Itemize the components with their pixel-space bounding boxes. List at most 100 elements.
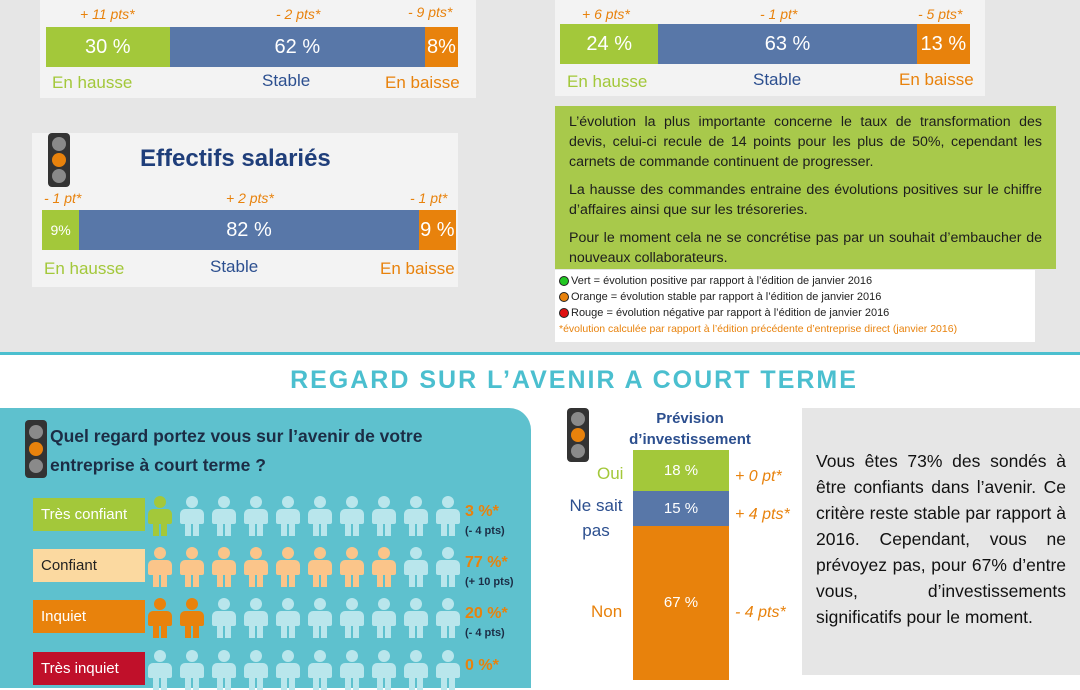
label-top-right-baisse: En baisse [899, 70, 974, 89]
label-top-left-baisse: En baisse [385, 73, 460, 92]
person-icon [276, 650, 300, 690]
person-icon [148, 598, 172, 638]
delta-top-left-hausse: + 11 pts* [80, 6, 135, 22]
green-dot-icon [559, 276, 569, 286]
person-icon [308, 547, 332, 587]
avenir-panel [0, 408, 531, 688]
row-label-confiant: Confiant [33, 549, 145, 582]
person-icon [148, 496, 172, 536]
bar-segment-baisse: 8% [425, 27, 458, 67]
bar-top-right: 24 % 63 % 13 % [560, 24, 970, 64]
person-icon [148, 650, 172, 690]
prevision-cat-oui: Oui [597, 464, 624, 483]
person-icon [372, 547, 396, 587]
person-icon [372, 650, 396, 690]
prevision-title: Prévision d’investissement [600, 408, 780, 450]
person-icon [180, 547, 204, 587]
prevision-delta-ne-sait-pas: + 4 pts* [735, 506, 790, 523]
person-icon [276, 496, 300, 536]
bar-segment-baisse: 13 % [916, 24, 970, 64]
person-icon [276, 547, 300, 587]
people-row-inquiet [148, 598, 460, 638]
bar-segment-stable: 63 % [658, 24, 917, 64]
legend-text-rouge: Rouge = évolution négative par rapport à… [571, 307, 890, 319]
person-icon [276, 598, 300, 638]
person-icon [340, 598, 364, 638]
person-icon [212, 650, 236, 690]
row-label-tres-inquiet: Très inquiet [33, 652, 145, 685]
person-icon [180, 598, 204, 638]
traffic-light-icon [25, 420, 47, 478]
effectifs-title: Effectifs salariés [140, 145, 331, 172]
pct-tres-inquiet: 0 %* [465, 657, 499, 674]
bar-segment-stable: 82 % [79, 210, 419, 250]
orange-dot-icon [559, 292, 569, 302]
section-title: REGARD SUR L’AVENIR A COURT TERME [290, 366, 858, 394]
delta-top-left-stable: - 2 pts* [276, 6, 321, 22]
person-icon [340, 650, 364, 690]
label-top-left-hausse: En hausse [52, 73, 133, 92]
person-icon [180, 650, 204, 690]
label-effectifs-hausse: En hausse [44, 259, 125, 278]
person-icon [308, 496, 332, 536]
prevision-cat-ne-sait-pas-text: Ne sait pas [569, 496, 623, 540]
delta-top-left-baisse: - 9 pts* [408, 4, 453, 20]
delta-top-right-stable: - 1 pt* [760, 6, 798, 22]
person-icon [436, 496, 460, 536]
delta-tres-confiant: (- 4 pts) [465, 525, 505, 537]
person-icon [212, 547, 236, 587]
commentary-paragraph-1: L’évolution la plus importante concerne … [569, 114, 1042, 170]
person-icon [404, 650, 428, 690]
person-icon [372, 496, 396, 536]
traffic-light-icon [48, 133, 70, 187]
row-label-tres-confiant: Très confiant [33, 498, 145, 531]
commentary-paragraph-3: Pour le moment cela ne se concrétise pas… [569, 230, 1042, 266]
people-row-tres-inquiet [148, 650, 460, 690]
people-row-confiant [148, 547, 460, 587]
bar-segment-hausse: 24 % [560, 24, 659, 64]
pct-inquiet: 20 %* [465, 605, 508, 622]
bar-segment-hausse: 30 % [46, 27, 170, 67]
label-effectifs-baisse: En baisse [380, 259, 455, 278]
prevision-delta-non: - 4 pts* [735, 604, 786, 621]
person-icon [404, 496, 428, 536]
label-top-left-stable: Stable [262, 71, 311, 90]
bar-top-left: 30 % 62 % 8% [46, 27, 458, 67]
prevision-cat-ne-sait-pas: Ne sait pas [560, 493, 632, 543]
person-icon [404, 547, 428, 587]
summary-box: Vous êtes 73% des sondés à être confiant… [802, 408, 1080, 675]
person-icon [180, 496, 204, 536]
delta-effectifs-stable: + 2 pts* [226, 190, 274, 206]
person-icon [244, 598, 268, 638]
delta-confiant: (+ 10 pts) [465, 576, 514, 588]
bar-segment-stable: 62 % [169, 27, 426, 67]
person-icon [212, 598, 236, 638]
legend: Vert = évolution positive par rapport à … [555, 270, 1035, 342]
prevision-title-line-1: Prévision [656, 410, 724, 427]
delta-inquiet: (- 4 pts) [465, 627, 505, 639]
bar-segment-baisse: 9 % [418, 210, 456, 250]
prevision-stacked-bar: 18 % 15 % 67 % [633, 450, 729, 680]
person-icon [308, 650, 332, 690]
legend-row-rouge: Rouge = évolution négative par rapport à… [559, 305, 1031, 321]
delta-top-right-baisse: - 5 pts* [918, 6, 963, 22]
delta-effectifs-hausse: - 1 pt* [44, 190, 82, 206]
row-label-inquiet: Inquiet [33, 600, 145, 633]
legend-row-vert: Vert = évolution positive par rapport à … [559, 273, 1031, 289]
person-icon [244, 650, 268, 690]
label-top-right-hausse: En hausse [567, 72, 648, 91]
person-icon [436, 547, 460, 587]
legend-row-orange: Orange = évolution stable par rapport à … [559, 289, 1031, 305]
person-icon [340, 547, 364, 587]
commentary-box: L’évolution la plus importante concerne … [555, 106, 1056, 269]
person-icon [308, 598, 332, 638]
pct-confiant: 77 %* [465, 554, 508, 571]
section-divider [0, 352, 1080, 355]
prevision-title-line-2: d’investissement [629, 431, 751, 448]
commentary-paragraph-2: La hausse des commandes entraine des évo… [569, 182, 1042, 218]
stack-segment-oui: 18 % [633, 450, 729, 492]
person-icon [148, 547, 172, 587]
stack-segment-ne-sait-pas: 15 % [633, 491, 729, 526]
prevision-cat-non: Non [591, 602, 623, 621]
person-icon [372, 598, 396, 638]
